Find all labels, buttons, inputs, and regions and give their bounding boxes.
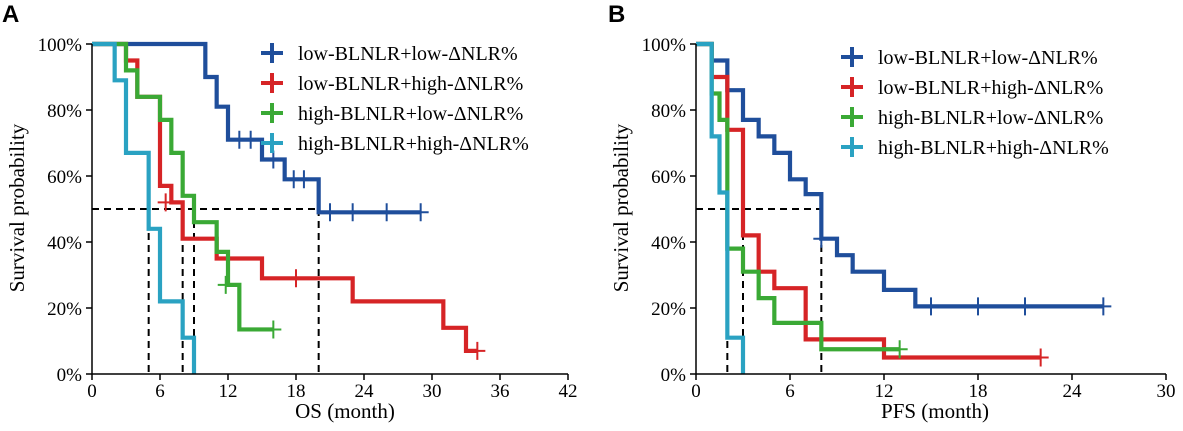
panel-b-legend-label-1: low-BLNLR+low-ΔNLR% (878, 47, 1098, 69)
panel-a-legend: low-BLNLR+low-ΔNLR% low-BLNLR+high-ΔNLR% h… (261, 43, 529, 155)
panel-a-y-ticks: 0% 20% 40% 60% 80% 100% (38, 35, 92, 386)
panel-a-axes (91, 44, 568, 375)
panel-b-x-tick-label: 30 (1157, 381, 1176, 402)
panel-b-y-axis-title: Survival probability (609, 123, 633, 292)
panel-b-legend-label-4: high-BLNLR+high-ΔNLR% (878, 137, 1109, 159)
panel-b-y-ticks: 0% 20% 40% 60% 80% 100% (642, 35, 696, 386)
panel-b-y-tick-label: 100% (642, 35, 687, 56)
panel-a-y-tick-label: 100% (38, 35, 83, 56)
panel-b-censor-mark (813, 229, 830, 248)
panel-a-x-ticks: 0 6 12 18 24 30 36 42 (87, 374, 578, 402)
panel-a-x-axis-title: OS (month) (295, 399, 395, 423)
panel-b-legend-label-3: high-BLNLR+low-ΔNLR% (878, 107, 1103, 129)
panel-b-legend-symbol-2 (841, 77, 863, 97)
panel-b-censor-mark (970, 297, 986, 316)
panel-b-censor-mark (1032, 348, 1049, 367)
panel-b-censor-mark (891, 340, 908, 359)
panel-b-censor-mark (923, 297, 939, 316)
panel-b-x-tick-label: 24 (1063, 381, 1083, 402)
panel-a-censor-mark (242, 130, 259, 149)
panel-a-x-tick-label: 24 (355, 381, 375, 402)
panel-a-censor-mark (217, 275, 234, 294)
panel-b-y-tick-label: 20% (651, 299, 686, 320)
panel-b-pfs-chart: B 0% 20% 40% 60% 80% 100% 0 6 12 18 24 30 PFS (mon… (608, 1, 1176, 423)
panel-a-censor-mark (378, 203, 395, 222)
panel-a-y-tick-label: 0% (57, 365, 83, 386)
panel-b-curve-series-3 (696, 41, 900, 352)
panel-b-x-ticks: 0 6 12 18 24 30 (691, 374, 1176, 402)
panel-a-censor-mark (295, 170, 312, 189)
panel-a-y-tick-label: 40% (47, 233, 82, 254)
panel-b-legend-label-2: low-BLNLR+high-ΔNLR% (878, 77, 1103, 99)
panel-b-label: B (608, 1, 625, 28)
panel-b-legend-symbol-1 (841, 47, 863, 67)
panel-a-median-lines (92, 208, 320, 374)
panel-b-axes (695, 44, 1166, 375)
panel-a-curve-series-1 (92, 41, 421, 215)
panel-a-censor-mark (288, 269, 304, 288)
panel-b-legend: low-BLNLR+low-ΔNLR% low-BLNLR+high-ΔNLR% h… (841, 47, 1109, 159)
panel-b-y-tick-label: 40% (651, 233, 686, 254)
panel-a-y-tick-label: 20% (47, 299, 82, 320)
panel-b-censor-mark (1017, 297, 1033, 316)
panel-b-censor-marks (813, 229, 1112, 367)
panel-a-x-tick-label: 6 (155, 381, 165, 402)
panel-a-curve-series-4 (92, 41, 197, 374)
panel-a-censor-mark (344, 203, 361, 222)
panel-a-y-tick-label: 80% (47, 101, 82, 122)
panel-b-x-tick-label: 0 (691, 381, 701, 402)
panel-a-x-tick-label: 30 (423, 381, 442, 402)
panel-b-y-tick-label: 0% (661, 365, 687, 386)
panel-a-censor-mark (412, 203, 429, 222)
panel-a-legend-symbol-1 (261, 43, 283, 63)
panel-b-x-tick-label: 12 (875, 381, 894, 402)
panel-a-x-tick-label: 0 (87, 381, 97, 402)
panel-a-label: A (2, 1, 19, 28)
panel-a-legend-symbol-2 (261, 73, 283, 93)
panel-a-censor-mark (157, 193, 174, 212)
panel-a-x-tick-label: 12 (219, 381, 238, 402)
panel-b-curve-series-4 (696, 41, 746, 374)
panel-a-censor-mark (469, 341, 486, 360)
panel-a-legend-symbol-4 (261, 133, 283, 153)
panel-a-censor-mark (265, 150, 282, 169)
panel-a-x-tick-label: 36 (491, 381, 510, 402)
panel-a-legend-label-3: high-BLNLR+low-ΔNLR% (298, 103, 523, 125)
panel-b-censor-mark (1095, 297, 1112, 316)
panel-b-curve-series-2 (696, 41, 1041, 360)
panel-a-censor-marks (157, 130, 486, 360)
panel-a-legend-label-1: low-BLNLR+low-ΔNLR% (298, 43, 518, 65)
panel-b-legend-symbol-3 (841, 107, 863, 127)
panel-a-censor-mark (322, 203, 338, 222)
panel-a-legend-label-4: high-BLNLR+high-ΔNLR% (298, 133, 529, 155)
panel-a-y-tick-label: 60% (47, 167, 82, 188)
panel-b-curves (696, 41, 1104, 374)
panel-b-curve-series-1 (696, 41, 1104, 309)
panel-a-legend-symbol-3 (261, 103, 283, 123)
panel-a-y-axis-title: Survival probability (5, 123, 29, 292)
panel-a-legend-label-2: low-BLNLR+high-ΔNLR% (298, 73, 523, 95)
panel-b-y-tick-label: 80% (651, 101, 686, 122)
panel-b-x-tick-label: 6 (785, 381, 795, 402)
panel-a-x-tick-label: 18 (287, 381, 306, 402)
panel-b-legend-symbol-4 (841, 137, 863, 157)
panel-a-curve-series-3 (92, 41, 274, 332)
panel-a-censor-mark (265, 320, 282, 339)
panel-b-y-tick-label: 60% (651, 167, 686, 188)
panel-b-x-tick-label: 18 (969, 381, 988, 402)
panel-a-x-tick-label: 42 (559, 381, 578, 402)
panel-a-os-chart: A 0% 20% 40% 60% 80% 100% 0 6 12 18 24 30 36 42 OS (… (2, 1, 578, 423)
panel-b-x-axis-title: PFS (month) (881, 399, 989, 423)
